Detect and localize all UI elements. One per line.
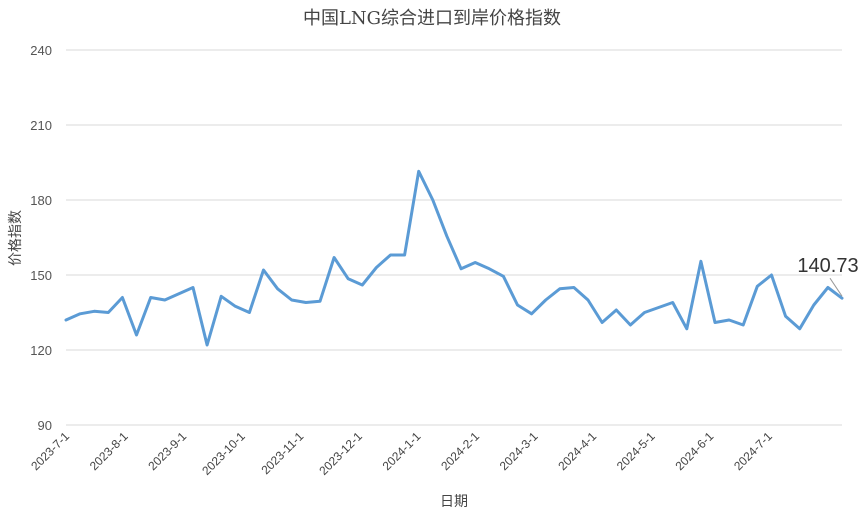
chart-title: 中国LNG综合进口到岸价格指数 bbox=[303, 8, 561, 29]
x-tick-label: 2024-5-1 bbox=[614, 429, 658, 473]
last-value-leader-line bbox=[829, 277, 843, 297]
x-tick-label: 2024-7-1 bbox=[731, 429, 775, 473]
x-tick-label: 2023-12-1 bbox=[316, 429, 365, 478]
x-tick-label: 2024-4-1 bbox=[555, 429, 599, 473]
x-tick-label: 2023-9-1 bbox=[145, 429, 189, 473]
y-axis-ticks: 90 120 150 180 210 240 bbox=[30, 43, 52, 433]
x-tick-label: 2024-1-1 bbox=[380, 429, 424, 473]
x-tick-label: 2024-6-1 bbox=[672, 429, 716, 473]
x-tick-label: 2024-2-1 bbox=[438, 429, 482, 473]
x-tick-label: 2024-3-1 bbox=[497, 429, 541, 473]
price-index-series-line bbox=[64, 169, 844, 347]
x-axis-title: 日期 bbox=[440, 494, 468, 510]
y-tick-label: 240 bbox=[30, 43, 52, 58]
gridlines bbox=[66, 49, 842, 426]
x-tick-label: 2023-10-1 bbox=[199, 429, 248, 478]
last-value-data-label: 140.73 bbox=[797, 255, 858, 277]
x-axis-ticks: 2023-7-1 2023-8-1 2023-9-1 2023-10-1 2023-11… bbox=[28, 429, 775, 478]
y-tick-label: 120 bbox=[30, 343, 52, 358]
y-axis-title: 价格指数 bbox=[8, 210, 24, 266]
x-tick-label: 2023-11-1 bbox=[258, 429, 306, 477]
y-tick-label: 210 bbox=[30, 118, 52, 133]
x-tick-label: 2023-7-1 bbox=[28, 429, 72, 473]
x-tick-label: 2023-8-1 bbox=[87, 429, 131, 473]
y-tick-label: 90 bbox=[38, 418, 52, 433]
y-tick-label: 180 bbox=[30, 193, 52, 208]
y-tick-label: 150 bbox=[30, 268, 52, 283]
